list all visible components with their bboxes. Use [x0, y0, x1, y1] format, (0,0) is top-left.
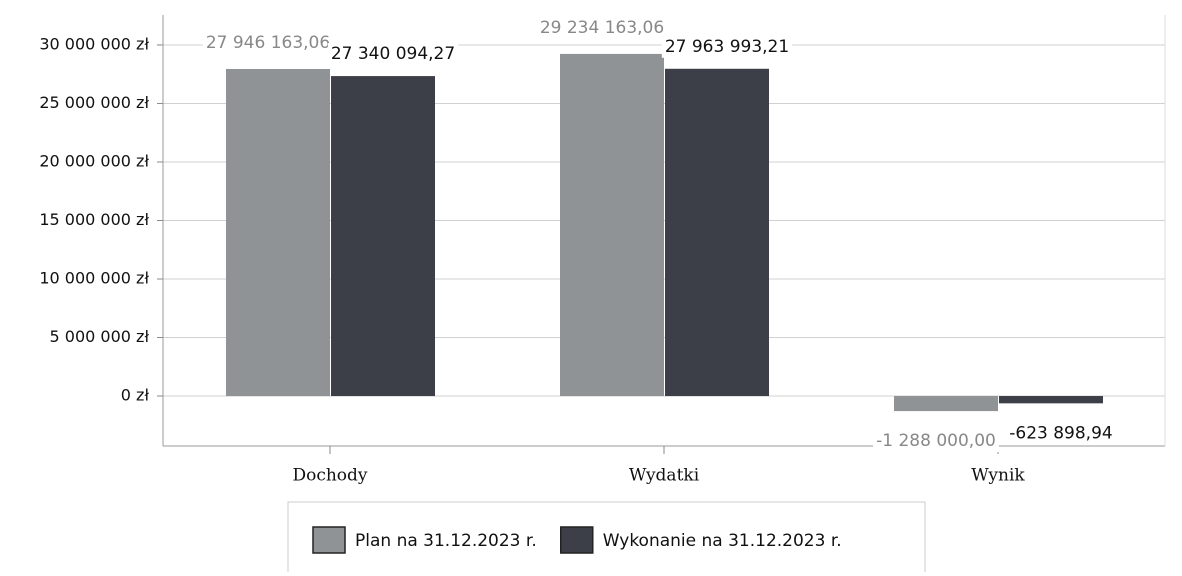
- value-label-bg: [873, 430, 999, 453]
- value-label: 29 234 163,06: [540, 18, 664, 38]
- bar: [894, 396, 998, 412]
- value-label: 27 963 993,21: [665, 37, 789, 57]
- bar: [560, 53, 664, 397]
- value-label-group: 27 946 163,06: [202, 31, 334, 54]
- value-label-group: 27 340 094,27: [327, 43, 459, 66]
- value-label-group: -623 898,94: [1006, 422, 1116, 445]
- value-label-bg: [661, 35, 793, 58]
- x-tick-label: Wydatki: [629, 466, 700, 486]
- legend-box: [287, 501, 926, 576]
- y-tick-label: 0 zł: [121, 386, 150, 405]
- x-tick-label: Wynik: [971, 466, 1025, 486]
- value-label-bg: [327, 43, 459, 66]
- y-tick-label: 5 000 000 zł: [50, 327, 150, 346]
- value-label: -623 898,94: [1009, 423, 1112, 443]
- bar: [226, 68, 330, 397]
- x-tick-label: Dochody: [292, 466, 367, 486]
- y-tick-label: 30 000 000 zł: [39, 34, 149, 53]
- value-label-bg: [1006, 422, 1116, 445]
- legend-label: Plan na 31.12.2023 r.: [355, 531, 537, 551]
- legend-label: Wykonanie na 31.12.2023 r.: [603, 531, 842, 551]
- value-label-bg: [536, 16, 668, 39]
- value-label: 27 946 163,06: [206, 33, 330, 53]
- y-tick-label: 20 000 000 zł: [39, 151, 149, 170]
- value-label-group: 29 234 163,06: [536, 16, 668, 39]
- value-label: 27 340 094,27: [331, 44, 455, 64]
- bar: [665, 68, 769, 397]
- bar: [999, 396, 1103, 404]
- y-tick-label: 25 000 000 zł: [39, 93, 149, 112]
- value-label-group: -1 288 000,00: [873, 430, 999, 453]
- bar: [331, 76, 435, 397]
- y-tick-label: 10 000 000 zł: [39, 269, 149, 288]
- value-label-bg: [202, 31, 334, 54]
- legend-swatch: [312, 526, 346, 554]
- value-label: -1 288 000,00: [876, 431, 996, 451]
- y-tick-label: 15 000 000 zł: [39, 210, 149, 229]
- legend-swatch: [560, 526, 594, 554]
- value-label-group: 27 963 993,21: [661, 35, 793, 58]
